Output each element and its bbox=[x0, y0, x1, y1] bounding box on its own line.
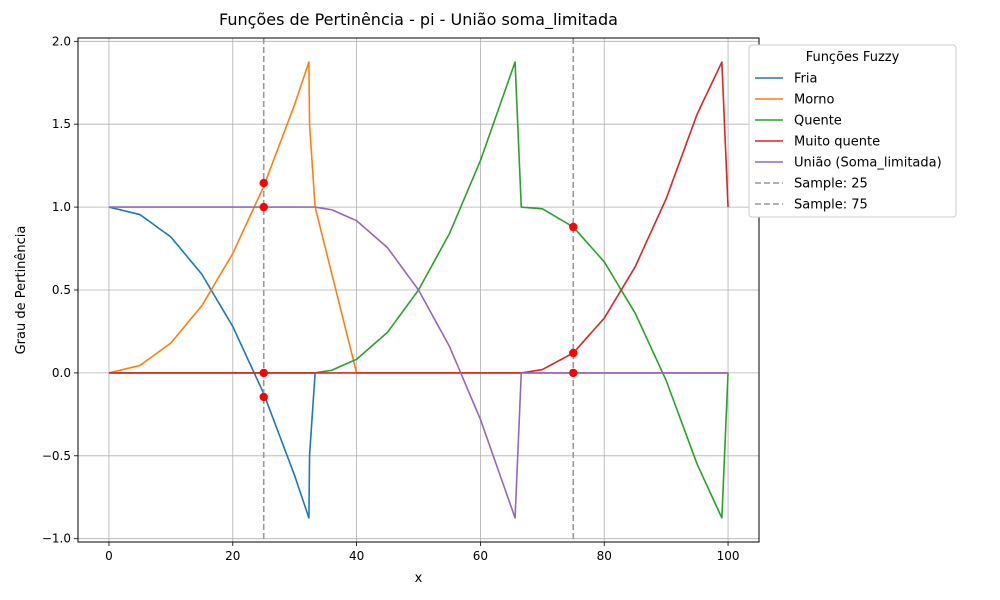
legend-label: Sample: 25 bbox=[794, 177, 868, 192]
legend-label: Morno bbox=[794, 93, 835, 108]
y-tick-label: 0.0 bbox=[52, 366, 71, 380]
sample-point bbox=[569, 222, 578, 232]
sample-point bbox=[259, 368, 268, 378]
sample-point bbox=[259, 178, 268, 188]
legend-label: União (Soma_limitada) bbox=[794, 156, 942, 171]
series-line-uni-o-soma-limitada- bbox=[108, 206, 729, 519]
x-tick-label: 100 bbox=[717, 549, 740, 563]
sample-point bbox=[259, 202, 268, 212]
x-axis-label: x bbox=[415, 571, 423, 586]
legend-title: Funções Fuzzy bbox=[806, 50, 900, 65]
x-tick-label: 20 bbox=[225, 549, 240, 563]
y-axis: −1.0 −0.5 0.0 0.5 1.0 1.5 2.0 bbox=[42, 34, 78, 546]
series-line-fria bbox=[108, 206, 316, 519]
sample-point bbox=[569, 348, 578, 358]
legend-label: Muito quente bbox=[794, 135, 880, 150]
y-tick-label: 1.5 bbox=[52, 117, 71, 131]
legend-label: Quente bbox=[794, 114, 842, 129]
x-axis: 0 20 40 60 80 100 bbox=[105, 542, 739, 563]
series-line-muito-quente bbox=[108, 61, 729, 374]
y-tick-label: 1.0 bbox=[52, 200, 71, 214]
sample-points-layer bbox=[259, 178, 578, 402]
series-layer bbox=[108, 61, 729, 519]
y-tick-label: −1.0 bbox=[42, 532, 71, 546]
y-tick-label: 0.5 bbox=[52, 283, 71, 297]
sample-point bbox=[259, 392, 268, 402]
legend: Funções Fuzzy Fria Morno Quente Muito quent… bbox=[748, 44, 957, 218]
sample-point bbox=[569, 368, 578, 378]
x-tick-label: 40 bbox=[349, 549, 364, 563]
chart-title: Funções de Pertinência - pi - União soma… bbox=[219, 10, 618, 30]
y-tick-label: 2.0 bbox=[52, 34, 71, 48]
legend-label: Sample: 75 bbox=[794, 198, 868, 213]
legend-label: Fria bbox=[794, 72, 817, 87]
x-tick-label: 80 bbox=[597, 549, 612, 563]
x-tick-label: 60 bbox=[473, 549, 488, 563]
sample-lines-layer bbox=[262, 38, 575, 542]
legend-box bbox=[748, 44, 957, 218]
y-axis-label: Grau de Pertinência bbox=[14, 226, 29, 355]
y-tick-label: −0.5 bbox=[42, 449, 71, 463]
x-tick-label: 0 bbox=[105, 549, 113, 563]
